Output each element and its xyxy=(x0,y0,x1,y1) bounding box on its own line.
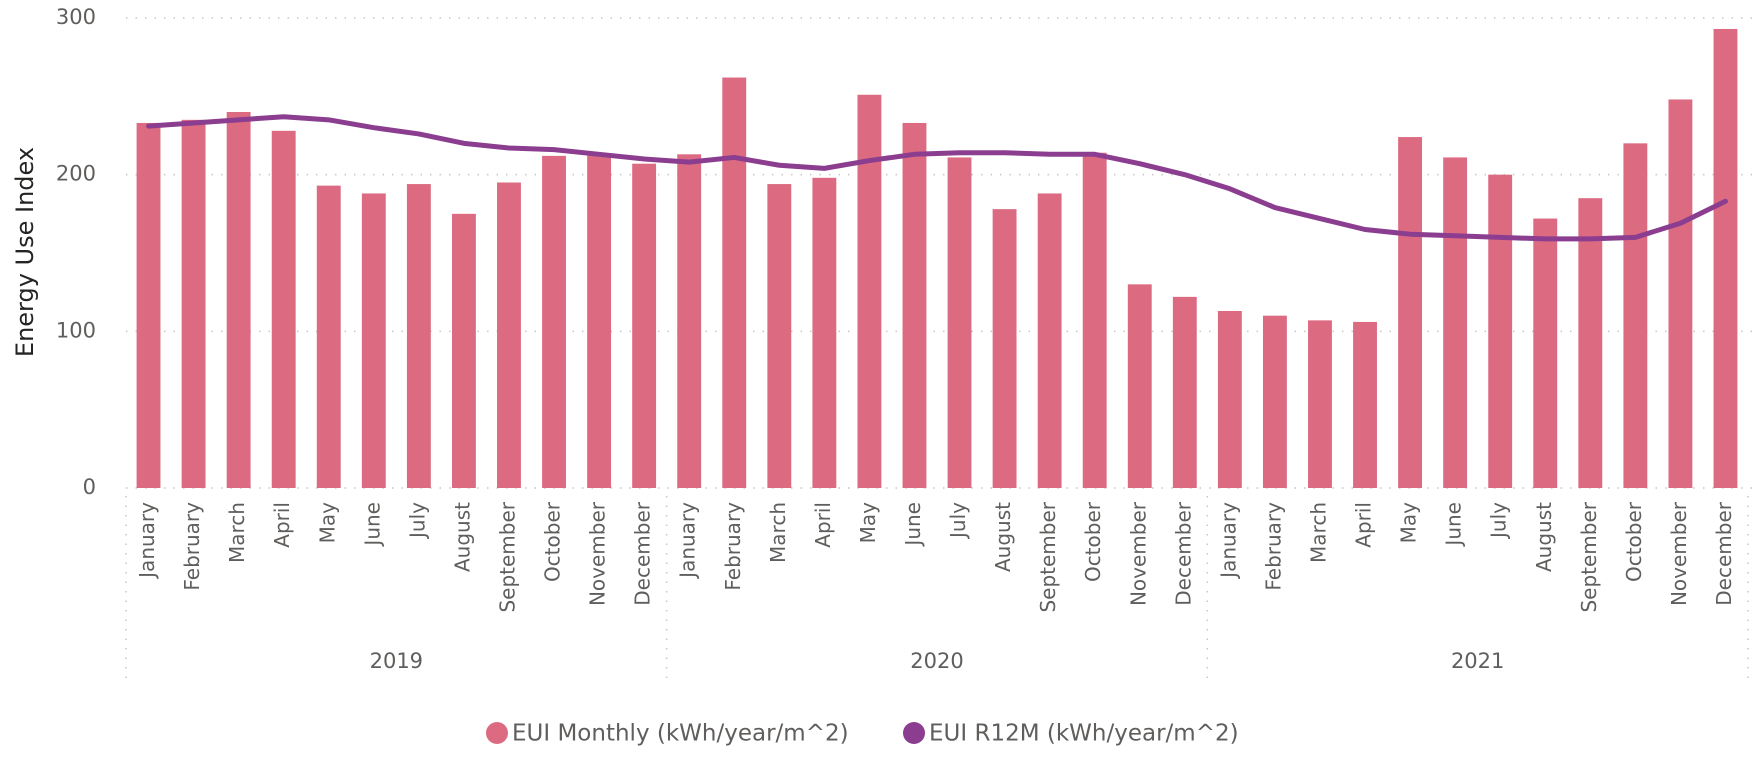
y-tick-label: 0 xyxy=(83,475,96,499)
x-tick-label: December xyxy=(631,501,655,605)
bar xyxy=(1217,310,1242,488)
x-tick-label: March xyxy=(1306,502,1330,563)
x-tick-label: March xyxy=(766,502,790,563)
x-tick-label: September xyxy=(1036,501,1060,612)
x-tick-label: November xyxy=(1126,501,1150,606)
x-tick-label: May xyxy=(856,502,880,544)
bar xyxy=(361,193,386,488)
bar xyxy=(992,209,1017,488)
x-tick-label: July xyxy=(405,502,429,540)
y-tick-label: 100 xyxy=(56,318,96,342)
bar xyxy=(1172,296,1197,488)
legend-label: EUI Monthly (kWh/year/m^2) xyxy=(512,721,849,747)
bar xyxy=(632,163,657,488)
bar xyxy=(1623,143,1648,489)
bar xyxy=(1353,321,1377,488)
x-tick-label: October xyxy=(1622,501,1646,582)
bar xyxy=(1082,152,1107,488)
bar xyxy=(767,184,792,489)
x-tick-label: January xyxy=(1216,502,1240,580)
bar xyxy=(947,157,972,488)
x-tick-label: June xyxy=(360,502,384,548)
y-tick-label: 300 xyxy=(56,5,96,29)
x-tick-label: October xyxy=(541,501,565,582)
x-tick-label: March xyxy=(225,502,249,563)
x-tick-label: June xyxy=(1442,502,1466,548)
legend-swatch xyxy=(903,722,925,744)
x-tick-label: November xyxy=(586,501,610,606)
bar xyxy=(1037,193,1062,488)
bar xyxy=(1713,28,1738,488)
bar xyxy=(497,182,521,488)
x-tick-label: August xyxy=(1532,502,1556,572)
legend-swatch xyxy=(486,722,508,744)
x-group-label: 2019 xyxy=(370,649,423,673)
x-tick-label: August xyxy=(450,502,474,572)
x-group-label: 2020 xyxy=(910,649,963,673)
x-tick-label: February xyxy=(180,502,204,591)
bar xyxy=(406,184,431,489)
bar xyxy=(857,94,882,489)
x-tick-label: August xyxy=(991,502,1015,572)
bar xyxy=(1398,137,1423,489)
line xyxy=(146,114,1728,242)
bar xyxy=(136,122,161,488)
bar xyxy=(1578,198,1603,488)
x-tick-label: September xyxy=(495,501,519,612)
x-tick-label: April xyxy=(1352,502,1376,548)
x-tick-label: May xyxy=(1397,502,1421,544)
bar xyxy=(226,112,251,488)
x-tick-label: June xyxy=(901,502,925,548)
legend: EUI Monthly (kWh/year/m^2) EUI R12M (kWh… xyxy=(486,721,1239,747)
bar xyxy=(451,213,476,489)
bar xyxy=(1488,174,1513,488)
x-group-label: 2021 xyxy=(1451,649,1504,673)
bar xyxy=(677,154,702,489)
bar xyxy=(271,130,296,489)
bar xyxy=(181,119,206,488)
bar xyxy=(1308,320,1332,488)
bar xyxy=(902,122,927,488)
x-tick-label: October xyxy=(1081,501,1105,582)
x-tick-label: January xyxy=(135,502,159,580)
bar xyxy=(1668,99,1693,488)
x-tick-label: February xyxy=(1261,502,1285,591)
legend-label: EUI R12M (kWh/year/m^2) xyxy=(929,721,1239,747)
bar xyxy=(1127,284,1152,488)
bar xyxy=(1443,157,1468,488)
x-tick-label: April xyxy=(811,502,835,548)
bar xyxy=(1262,315,1287,488)
x-tick-label: December xyxy=(1712,501,1736,605)
y-axis-title: Energy Use Index xyxy=(11,147,39,357)
x-tick-label: May xyxy=(315,502,339,544)
x-tick-label: April xyxy=(270,502,294,548)
bar xyxy=(1533,218,1558,489)
x-tick-label: December xyxy=(1171,501,1195,605)
bar xyxy=(722,77,747,489)
x-tick-label: January xyxy=(676,502,700,580)
bar xyxy=(316,185,341,488)
x-tick-label: February xyxy=(721,502,745,591)
x-tick-label: July xyxy=(946,502,970,540)
bar xyxy=(542,155,566,488)
x-tick-label: September xyxy=(1577,501,1601,612)
bar xyxy=(812,177,837,489)
x-tick-label: July xyxy=(1487,502,1511,540)
bar xyxy=(587,154,612,489)
y-tick-label: 200 xyxy=(56,162,96,186)
x-tick-label: November xyxy=(1667,501,1691,606)
